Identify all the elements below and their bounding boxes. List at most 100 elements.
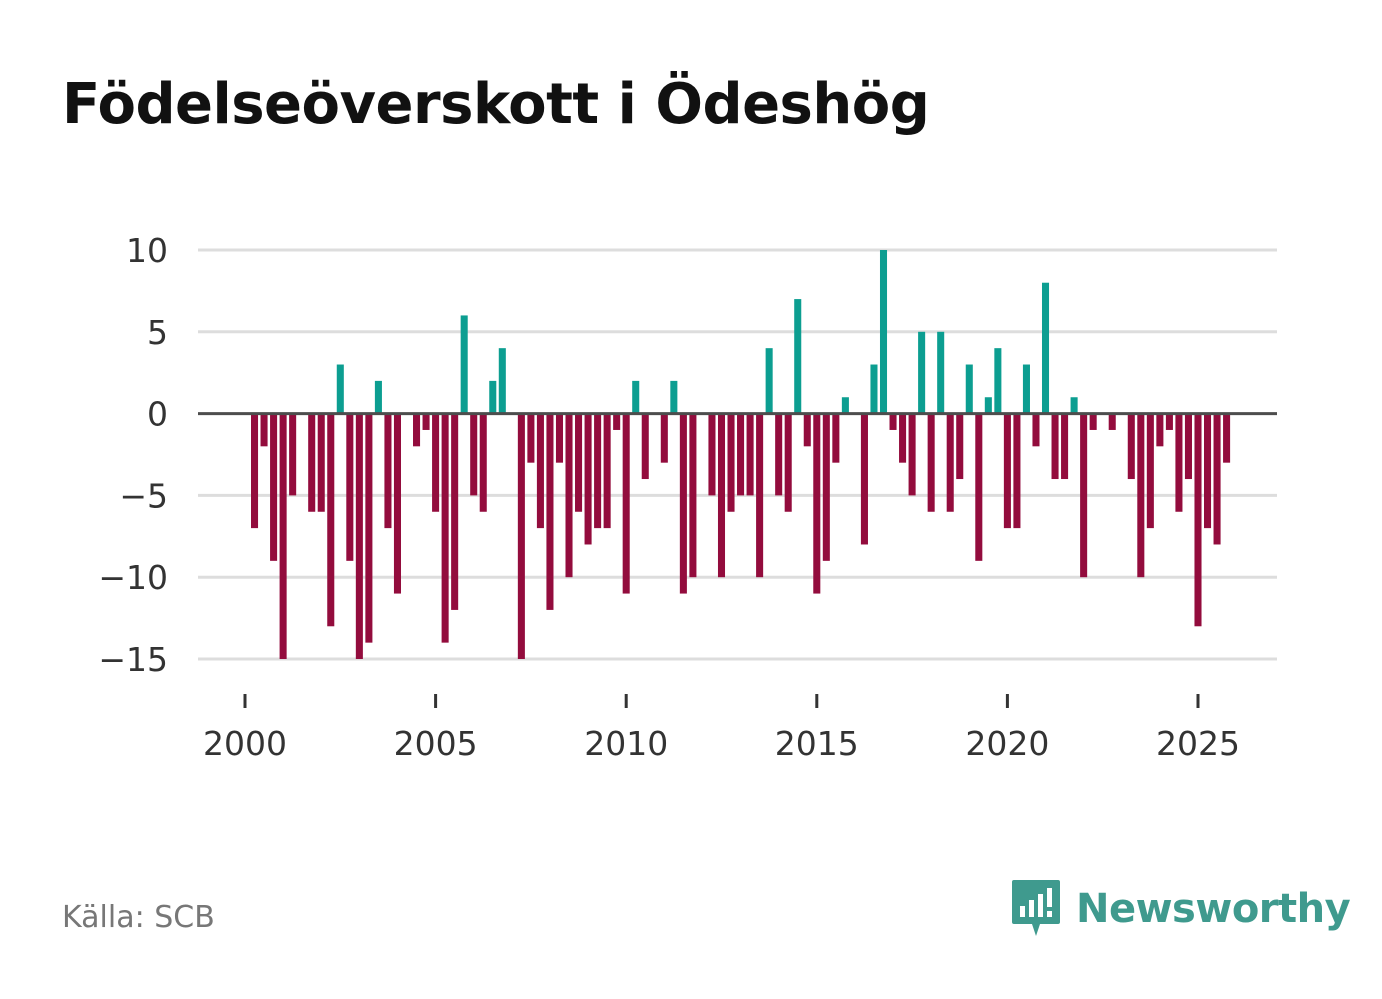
bar	[327, 413, 335, 627]
bar	[679, 413, 687, 594]
bar	[498, 348, 506, 414]
y-tick-label: 5	[147, 313, 168, 352]
bar	[536, 413, 544, 529]
x-tick-label: 2005	[394, 724, 478, 763]
bar	[1146, 413, 1154, 529]
bar	[260, 413, 268, 447]
bar	[584, 413, 592, 545]
bar	[1184, 413, 1192, 480]
x-tick-label: 2010	[584, 724, 668, 763]
bar	[432, 413, 440, 512]
bar	[517, 413, 525, 659]
bar	[1003, 413, 1011, 529]
bar	[975, 413, 983, 561]
bar	[1156, 413, 1164, 447]
bar	[660, 413, 668, 463]
bar	[727, 413, 735, 512]
newsworthy-icon	[1012, 880, 1060, 936]
bar	[670, 380, 678, 414]
bar	[384, 413, 392, 529]
bar	[813, 413, 821, 594]
bar	[1223, 413, 1231, 463]
bar	[927, 413, 935, 512]
bar	[479, 413, 487, 512]
bar	[413, 413, 421, 447]
bar	[717, 413, 726, 578]
bar	[737, 413, 745, 496]
bars	[251, 250, 1231, 659]
bar	[393, 413, 401, 594]
bar	[575, 413, 583, 512]
x-tick-label: 2020	[965, 724, 1049, 763]
bar	[822, 413, 830, 561]
bar	[879, 250, 888, 414]
bar	[603, 413, 611, 529]
bar	[365, 413, 373, 643]
bar	[1165, 413, 1173, 430]
bar	[1175, 413, 1183, 512]
chart-title: Födelseöverskott i Ödeshög	[62, 72, 930, 137]
bar	[1080, 413, 1088, 578]
bar	[460, 315, 468, 414]
bar	[441, 413, 449, 643]
bar	[622, 413, 630, 594]
x-tick-label: 2015	[775, 724, 859, 763]
bar	[775, 413, 783, 496]
bar	[565, 413, 573, 578]
bar	[689, 413, 697, 578]
bar	[908, 413, 916, 496]
y-tick-label: −5	[119, 476, 168, 515]
bar	[1194, 413, 1202, 627]
bar	[1013, 413, 1021, 529]
bar	[965, 364, 973, 414]
bar	[794, 299, 802, 414]
bar	[527, 413, 535, 463]
x-axis: 2000 2005 2010 2015 2020 2025	[203, 694, 1240, 763]
x-tick-label: 2025	[1156, 724, 1240, 763]
bar	[336, 364, 344, 414]
bar	[641, 413, 649, 480]
brand-name: Newsworthy	[1076, 886, 1351, 932]
bar	[555, 413, 564, 463]
bar	[489, 380, 497, 414]
bar	[899, 413, 907, 463]
bar	[1051, 413, 1059, 480]
bar	[994, 348, 1002, 414]
bar	[1070, 397, 1078, 414]
bar	[251, 413, 259, 529]
bar	[613, 413, 621, 430]
bar	[889, 413, 897, 430]
bar	[346, 413, 354, 561]
bar	[1108, 413, 1116, 430]
x-tick-label: 2000	[203, 724, 287, 763]
bar	[756, 413, 764, 578]
bar	[422, 413, 430, 430]
bar	[956, 413, 964, 480]
bar	[1089, 413, 1097, 430]
bar	[765, 348, 773, 414]
bar	[1041, 282, 1050, 414]
y-tick-label: −10	[98, 558, 168, 597]
bar	[1137, 413, 1145, 578]
bar	[946, 413, 954, 512]
bar	[308, 413, 316, 512]
bar	[594, 413, 602, 529]
bar	[708, 413, 716, 496]
bar	[918, 331, 926, 414]
bar	[374, 380, 382, 414]
brand-logo: Newsworthy	[1010, 878, 1351, 940]
bar	[1022, 364, 1030, 414]
y-axis: 10 5 0 −5 −10 −15	[98, 231, 168, 679]
bar	[803, 413, 811, 447]
bar	[451, 413, 459, 610]
bar	[279, 413, 287, 659]
bar	[937, 331, 945, 414]
bar	[317, 413, 325, 512]
bar	[984, 397, 992, 414]
bar	[289, 413, 297, 496]
source-label: Källa: SCB	[62, 900, 215, 935]
bar	[841, 397, 849, 414]
bar	[832, 413, 840, 463]
bar	[1127, 413, 1135, 480]
